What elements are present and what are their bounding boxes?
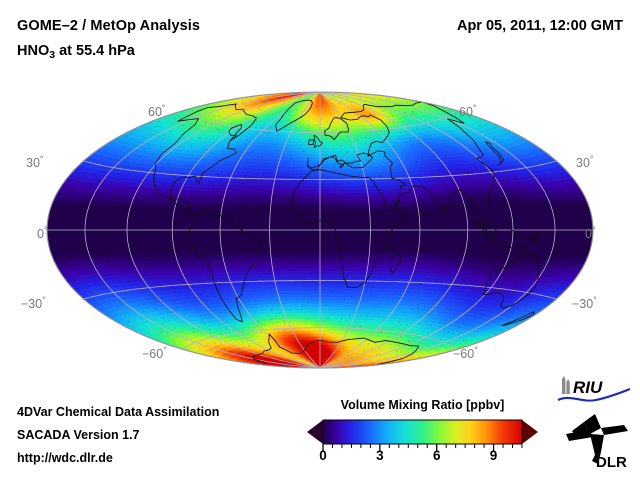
species-suffix: at 55.4 hPa (55, 43, 135, 59)
riu-swoosh (557, 388, 631, 402)
datetime-label: Apr 05, 2011, 12:00 GMT (456, 18, 623, 34)
map-svg (46, 91, 594, 369)
colorbar-title: Volume Mixing Ratio [ppbv] (340, 398, 505, 412)
species-subtitle: HNO3 at 55.4 hPa (17, 43, 135, 61)
colorbar-under-cap (307, 420, 323, 444)
dlr-mark (566, 414, 628, 464)
footer-line-2: SACADA Version 1.7 (17, 428, 140, 442)
colorbar: Volume Mixing Ratio [ppbv] 0 3 6 9 (305, 398, 540, 473)
riu-spire-right (566, 379, 570, 382)
lat-label-left-m30: −30° (21, 295, 46, 312)
lat-label-left-0: 0° (37, 225, 48, 242)
lat-label-left-60: 60° (148, 103, 166, 120)
colorbar-tick-3: 3 (376, 448, 384, 463)
footer-credits: 4DVar Chemical Data Assimilation SACADA … (17, 401, 219, 470)
colorbar-over-cap (522, 420, 538, 444)
dlr-wordmark: DLR (596, 454, 627, 470)
footer-line-3[interactable]: http://wdc.dlr.de (17, 451, 113, 465)
graticule (47, 92, 593, 368)
globe-outline (46, 91, 594, 369)
lat-label-right-60: 60° (459, 103, 477, 120)
colorbar-tick-6: 6 (432, 448, 441, 463)
species-prefix: HNO (17, 43, 50, 59)
footer-line-1: 4DVar Chemical Data Assimilation (17, 405, 220, 419)
colorbar-tick-9: 9 (489, 448, 498, 463)
riu-tower-right (566, 382, 570, 394)
lat-label-left-30: 30° (26, 154, 44, 171)
lat-label-left-m60: −60° (142, 345, 167, 362)
page-title: GOME–2 / MetOp Analysis (17, 18, 201, 34)
riu-tower-left (562, 379, 566, 394)
coastlines (153, 99, 542, 366)
species-subscript: 3 (49, 49, 56, 61)
lat-label-right-30: 30° (576, 154, 594, 171)
riu-spire-left (562, 376, 566, 379)
colorbar-gradient (323, 420, 522, 444)
dlr-logo: DLR (566, 414, 628, 470)
lat-label-right-0: 0° (585, 225, 596, 242)
colorbar-ticks (322, 444, 523, 452)
lat-label-right-m60: −60° (453, 345, 478, 362)
colorbar-frame (322, 419, 523, 445)
riu-logo: RIU (557, 376, 631, 402)
colorbar-svg (307, 419, 538, 452)
riu-wordmark: RIU (573, 378, 603, 397)
global-map: 60° 60° 30° 30° 0° 0° −30° −30° −60° −60… (20, 88, 620, 384)
colorbar-tick-0: 0 (319, 448, 327, 463)
lat-label-right-m30: −30° (572, 295, 597, 312)
